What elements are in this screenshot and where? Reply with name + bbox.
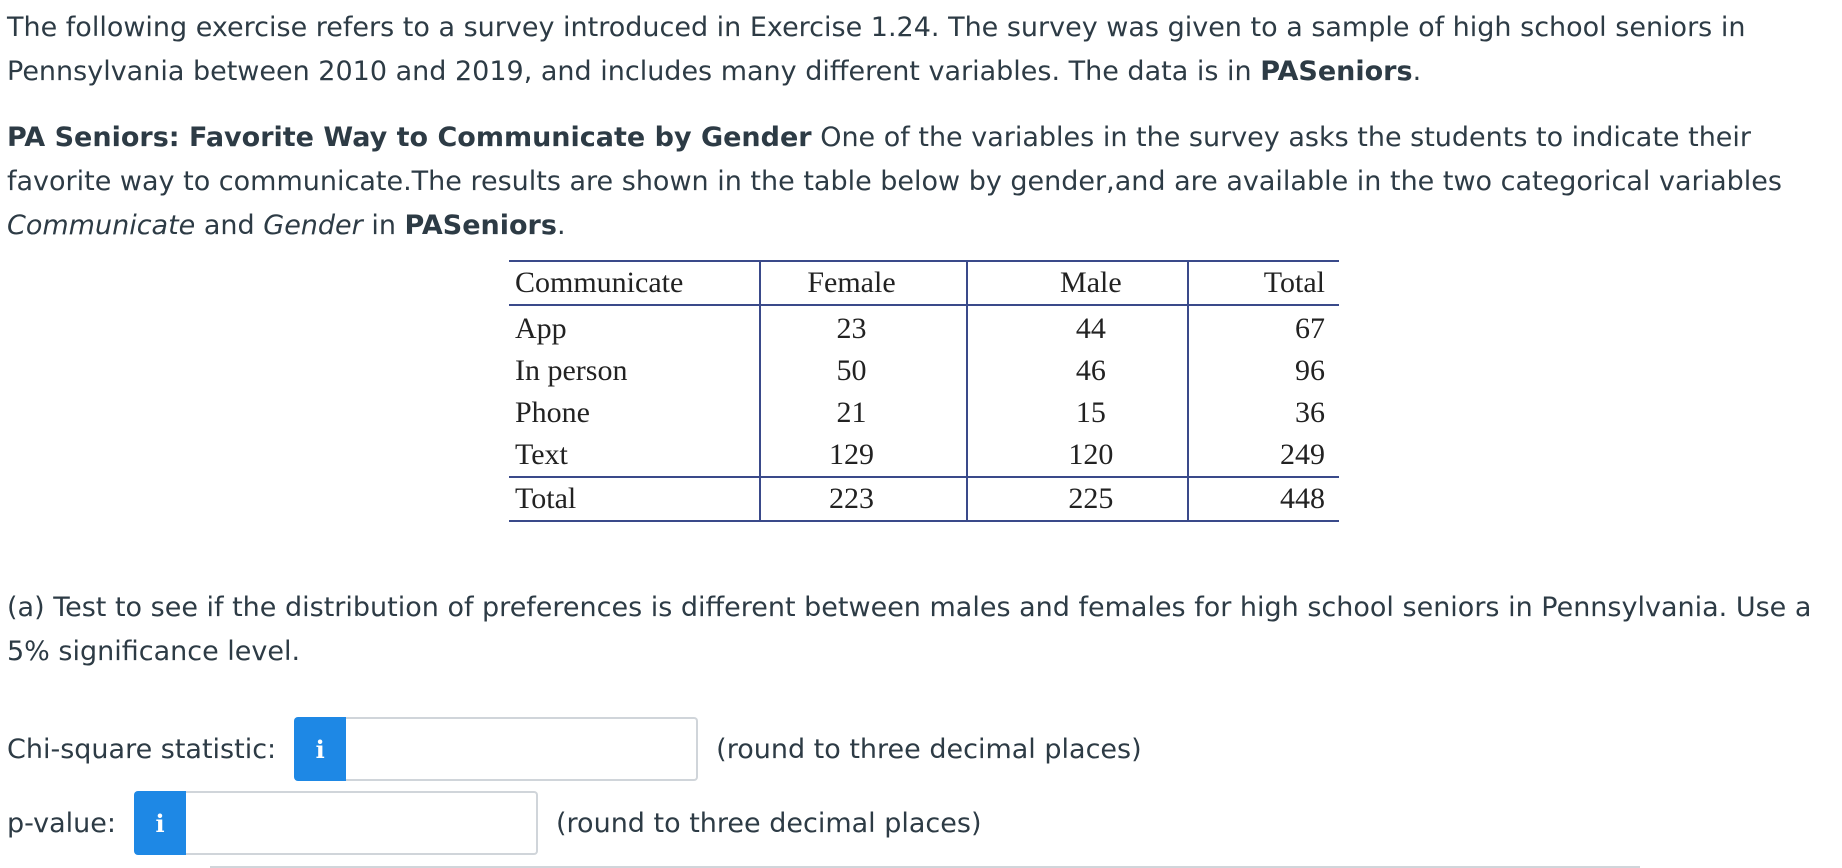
prompt-heading: PA Seniors: Favorite Way to Communicate … (7, 122, 812, 153)
dataset-name: PASeniors (1260, 56, 1413, 87)
chi-square-label: Chi-square statistic: (7, 733, 277, 765)
cell-total: 36 (1187, 392, 1339, 434)
table-total-row: Total 223 225 448 (509, 476, 1339, 522)
row-label: Phone (515, 396, 590, 429)
part-a-question: (a) Test to see if the distribution of p… (7, 592, 1812, 667)
table-header-row: Communicate Female Male Total (509, 260, 1339, 306)
divider (210, 866, 1640, 868)
variable-gender: Gender (263, 210, 363, 241)
p-value-label: p-value: (7, 807, 117, 839)
p-value-answer-row: p-value: i (round to three decimal place… (7, 790, 982, 856)
header-male: Male (966, 260, 1189, 306)
chi-square-rounding-hint: (round to three decimal places) (716, 733, 1142, 765)
total-female: 223 (758, 476, 968, 522)
cell-male: 44 (966, 305, 1189, 350)
table-row: Phone 21 15 36 (509, 392, 1339, 434)
cell-male: 120 (966, 434, 1189, 477)
cell-female: 21 (758, 392, 968, 434)
info-icon[interactable]: i (294, 717, 347, 781)
chi-square-input[interactable] (346, 717, 699, 781)
cell-male: 15 (966, 392, 1189, 434)
row-label: In person (515, 354, 628, 387)
variable-communicate: Communicate (7, 210, 196, 241)
two-way-table: Communicate Female Male Total App 23 44 … (509, 260, 1339, 522)
cell-total: 249 (1187, 434, 1339, 477)
row-label: App (515, 312, 567, 345)
prompt-text: One of the variables in the survey asks … (7, 122, 1782, 197)
cell-female: 50 (758, 350, 968, 392)
table-row: In person 50 46 96 (509, 350, 1339, 392)
cell-female: 129 (758, 434, 968, 477)
header-total: Total (1187, 260, 1339, 306)
dataset-name: PASeniors (404, 210, 557, 241)
intro-text: The following exercise refers to a surve… (7, 12, 1746, 87)
info-icon[interactable]: i (134, 791, 187, 855)
header-female: Female (758, 260, 968, 306)
chi-square-answer-row: Chi-square statistic: i (round to three … (7, 716, 1142, 782)
table-row: Text 129 120 249 (509, 434, 1339, 477)
intro-paragraph: The following exercise refers to a surve… (7, 6, 1832, 94)
cell-male: 46 (966, 350, 1189, 392)
prompt-text-and: and (195, 210, 264, 241)
cell-total: 96 (1187, 350, 1339, 392)
cell-female: 23 (758, 305, 968, 350)
table-row: App 23 44 67 (509, 305, 1339, 350)
prompt-text-in: in (362, 210, 405, 241)
p-value-rounding-hint: (round to three decimal places) (556, 807, 982, 839)
p-value-input[interactable] (186, 791, 539, 855)
prompt-period: . (556, 210, 566, 241)
prompt-paragraph: PA Seniors: Favorite Way to Communicate … (7, 116, 1839, 248)
header-communicate: Communicate (509, 260, 760, 306)
contingency-table: Communicate Female Male Total App 23 44 … (509, 260, 1339, 522)
total-label: Total (509, 476, 760, 522)
cell-total: 67 (1187, 305, 1339, 350)
total-male: 225 (966, 476, 1189, 522)
row-label: Text (515, 438, 568, 471)
grand-total: 448 (1187, 476, 1339, 522)
intro-period: . (1412, 56, 1422, 87)
